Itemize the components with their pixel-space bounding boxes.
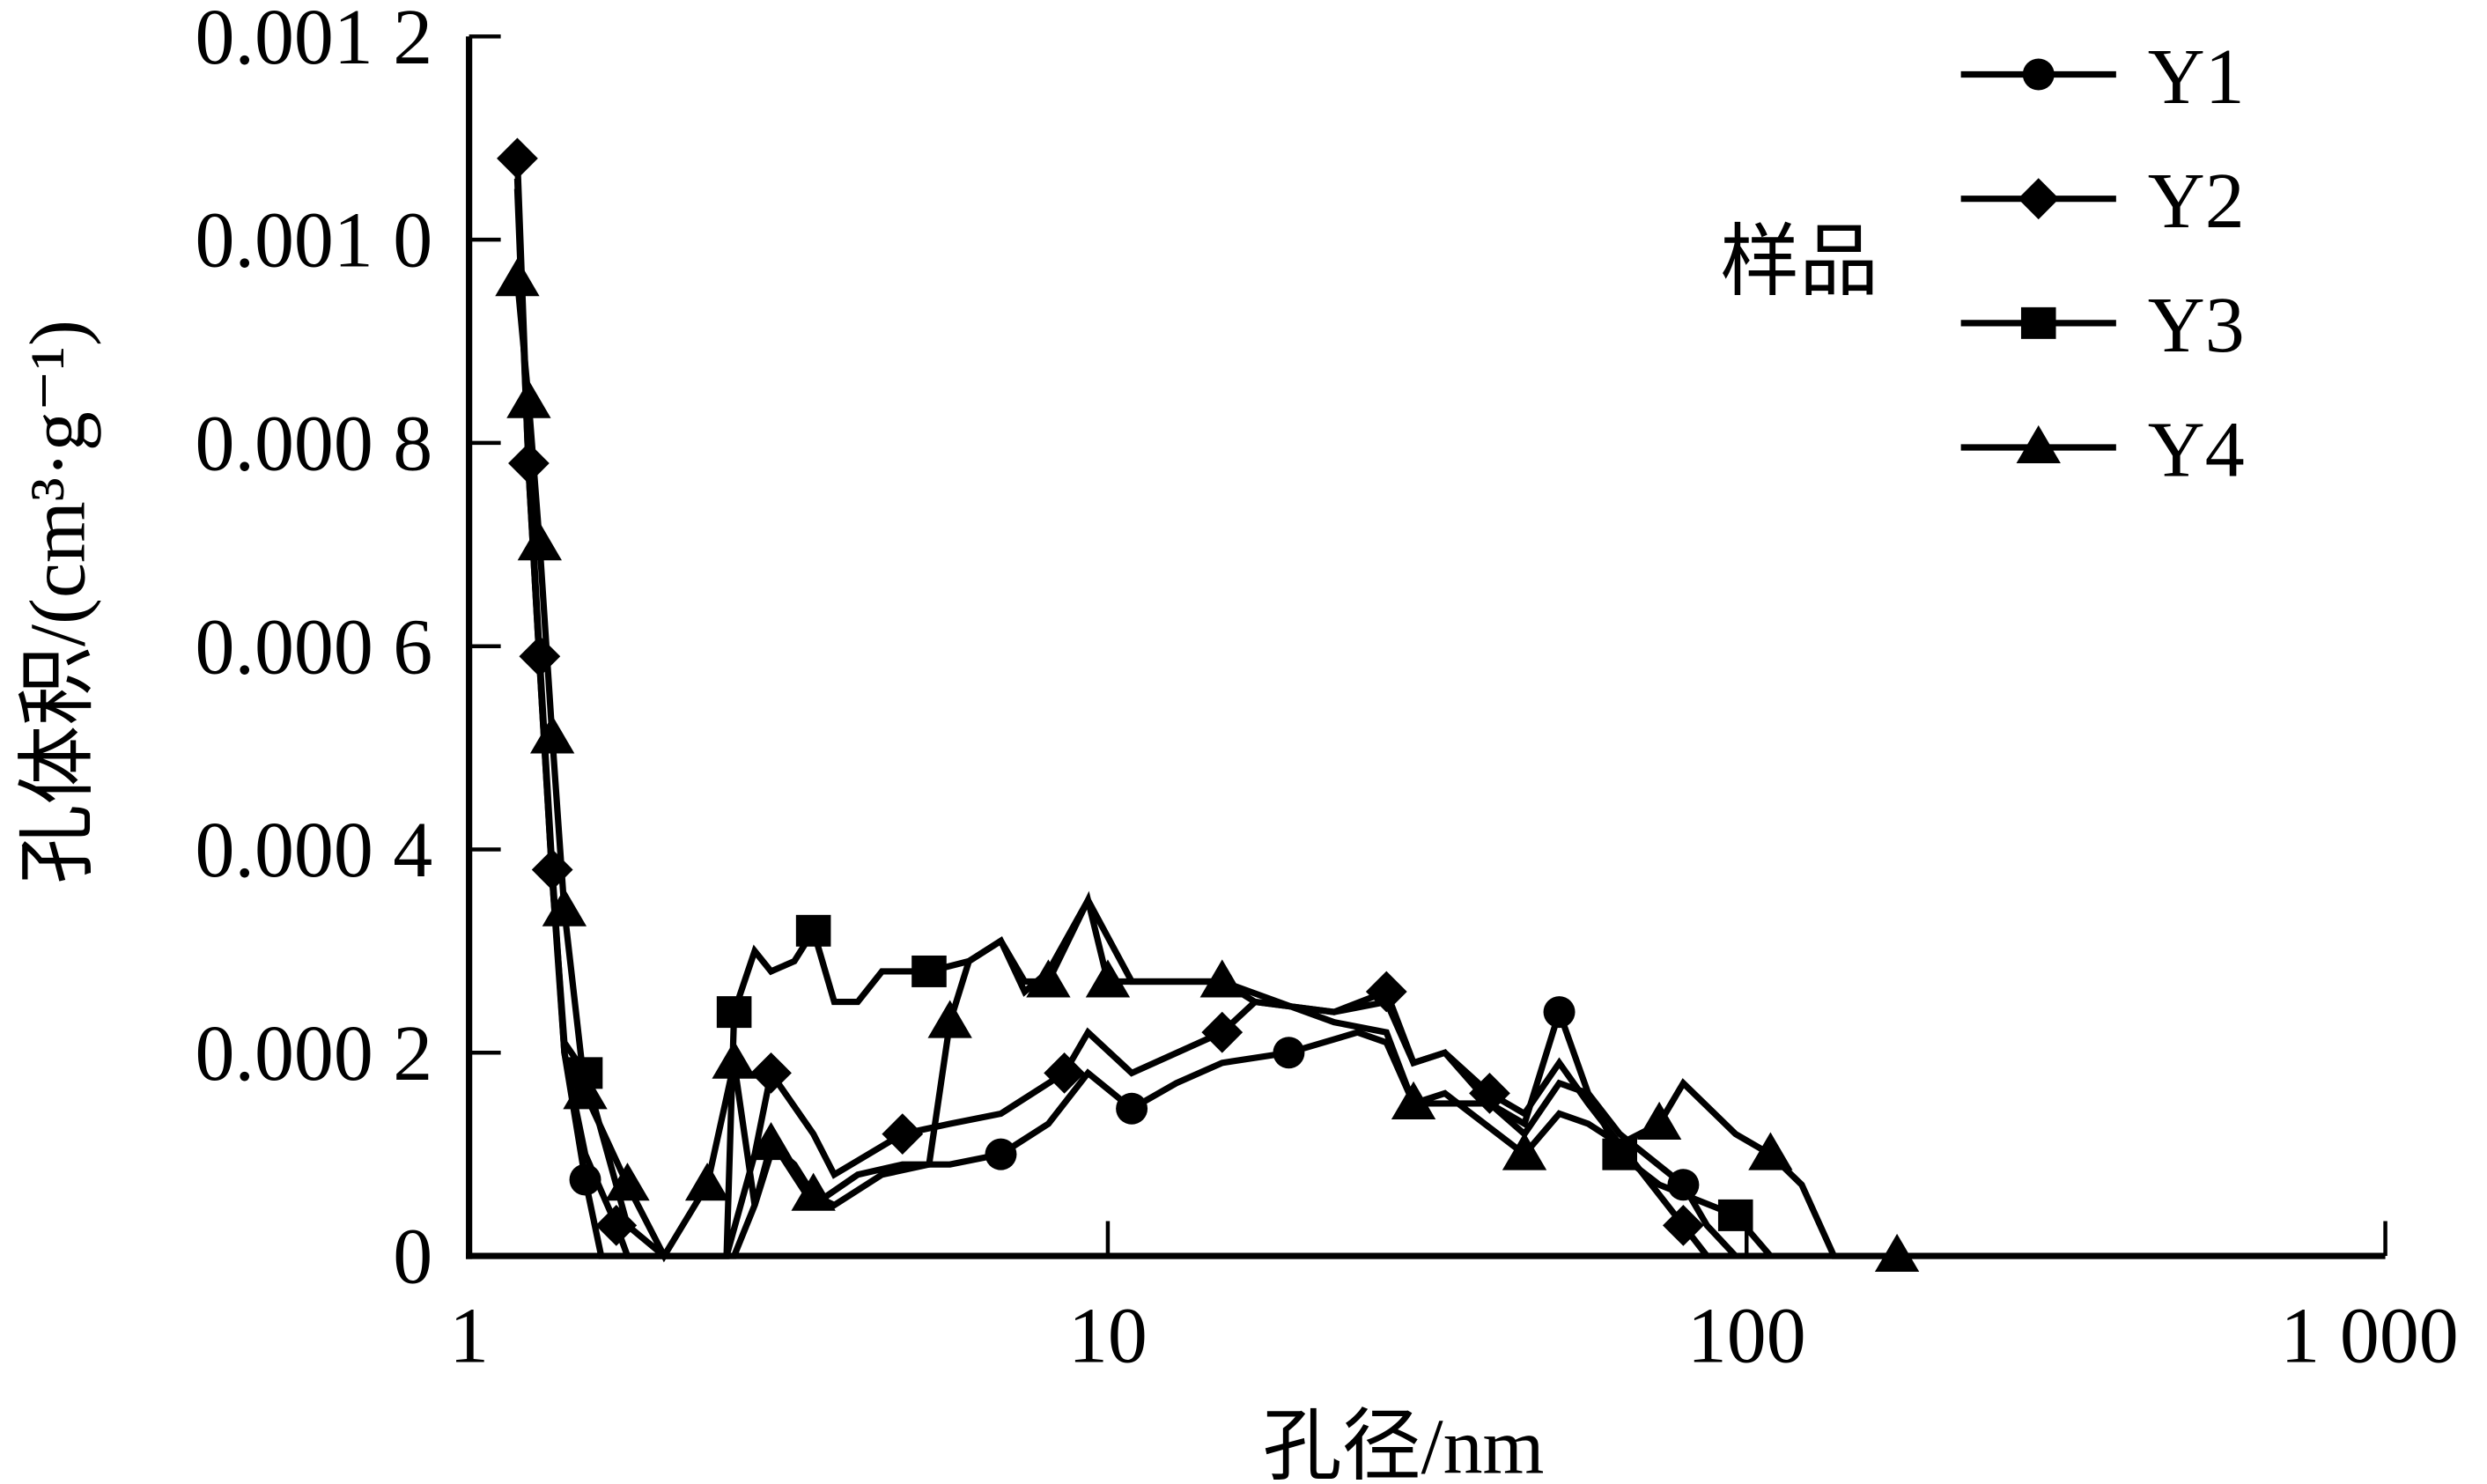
legend-item-y4: Y4 [1960,406,2245,493]
data-point-square [1717,1199,1753,1231]
data-point-triangle [506,380,551,418]
data-point-circle [985,1138,1017,1170]
data-point-triangle [1874,1233,1920,1273]
series-y1 [513,178,1738,1259]
legend-marker-circle [2022,58,2055,91]
x-tick-label: 1 [449,1293,489,1380]
data-point-square [911,955,947,987]
y-tick-label: 0.000 2 [196,1010,433,1097]
legend-marker-diamond [2018,178,2060,220]
x-tick-label: 10 [1068,1293,1148,1380]
data-point-circle [1543,996,1576,1029]
data-point-diamond [882,1113,924,1155]
legend-item-y2: Y2 [1960,158,2245,245]
data-point-triangle [1199,959,1244,998]
legend: Y1 Y2 Y3 Y4 [1960,33,2245,493]
data-point-circle [1273,1037,1305,1069]
data-point-square [795,914,831,947]
data-point-circle [1116,1092,1148,1125]
y-tick-label: 0.000 8 [196,400,433,487]
legend-label: Y4 [2148,406,2245,493]
y-tick-label: 0.001 0 [196,197,433,284]
series-line-y2 [513,158,1710,1259]
series-line-y4 [513,279,1898,1263]
legend-item-y3: Y3 [1960,282,2245,369]
data-point-triangle [712,1040,756,1079]
x-tick-label: 100 [1687,1293,1806,1380]
y-tick-label: 0.000 4 [196,807,433,894]
data-point-triangle [791,1172,836,1211]
legend-marker-square [2020,306,2056,339]
axes: 0 0.000 2 0.000 4 0.000 6 0.000 8 0.001 0 0.00… [196,0,2459,1380]
legend-label: Y2 [2148,158,2245,245]
data-point-triangle [1391,1081,1436,1119]
data-point-triangle [684,1163,730,1201]
x-tick-label: 1 000 [2280,1293,2458,1380]
data-point-triangle [1085,959,1131,998]
x-axis-label: 孔径/nm [1263,1403,1545,1484]
data-point-triangle [605,1163,650,1201]
data-point-triangle [1748,1132,1793,1170]
legend-label: Y3 [2148,282,2245,369]
data-point-diamond [750,1052,792,1094]
data-point-triangle [927,1000,972,1038]
data-point-square [716,996,752,1029]
data-point-triangle [563,1071,608,1110]
series-group [495,137,1920,1273]
legend-marker-triangle [2016,425,2061,464]
data-point-triangle [749,1121,793,1161]
legend-item-y1: Y1 [1960,33,2245,121]
data-point-triangle [1636,1101,1682,1141]
data-point-triangle [517,522,563,561]
data-point-triangle [529,715,575,754]
data-point-triangle [1502,1132,1547,1170]
y-tick-label: 0 [393,1214,432,1301]
legend-label: Y1 [2148,33,2245,121]
data-point-triangle [542,888,587,927]
series-y4 [495,258,1920,1273]
data-point-triangle [1026,959,1071,998]
data-point-diamond [497,137,538,180]
y-tick-label: 0.001 2 [196,0,433,81]
y-axis-label: 孔体积/(cm³·g⁻¹) [15,320,102,884]
legend-title: 样品 [1720,218,1878,306]
y-tick-label: 0.000 6 [196,603,433,690]
data-point-triangle [495,258,540,297]
